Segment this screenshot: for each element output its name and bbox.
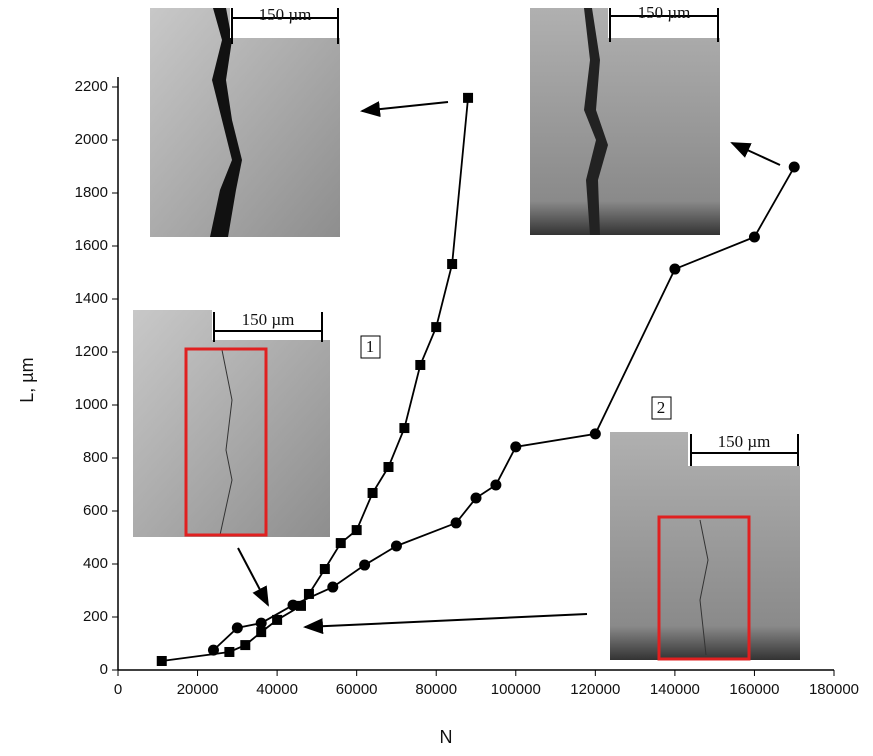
point (295, 600, 306, 611)
point (231, 622, 243, 634)
x-tick-label: 140000 (650, 681, 700, 698)
point (447, 259, 458, 270)
x-tick-label: 80000 (415, 681, 457, 698)
point (415, 359, 426, 370)
scale-label: 150 µm (638, 3, 691, 22)
y-axis-title: L, µm (17, 357, 37, 402)
scale-label: 150 µm (259, 5, 312, 24)
point (272, 614, 283, 625)
point (450, 517, 462, 529)
x-tick-label: 40000 (256, 681, 298, 698)
inset-a: 150 µm (150, 5, 340, 237)
point (256, 627, 267, 638)
series-label: 2 (657, 398, 666, 417)
x-tick-label: 120000 (570, 681, 620, 698)
y-tick-label: 1600 (75, 237, 108, 254)
y-tick-label: 600 (83, 502, 108, 519)
point (303, 588, 314, 599)
y-tick-label: 200 (83, 608, 108, 625)
inset-d: 150 µm (610, 432, 800, 661)
point (589, 428, 601, 440)
point (255, 617, 267, 629)
arrows (237, 101, 781, 635)
point (390, 540, 402, 552)
inset-c: 150 µm (133, 310, 330, 537)
point (383, 462, 394, 473)
y-tick-label: 1200 (75, 343, 108, 360)
point (510, 441, 522, 453)
point (335, 538, 346, 549)
x-tick-label: 100000 (491, 681, 541, 698)
point (788, 161, 800, 173)
point (431, 322, 442, 333)
point (240, 640, 251, 651)
point (287, 599, 299, 611)
y-tick-label: 400 (83, 555, 108, 572)
series-labels: 1 2 (360, 335, 672, 420)
y-tick-label: 0 (100, 661, 108, 678)
y-tick-label: 1800 (75, 184, 108, 201)
point (748, 231, 760, 243)
y-tick-label: 2200 (75, 78, 108, 95)
x-tick-label: 180000 (809, 681, 859, 698)
point (156, 655, 167, 666)
point (224, 646, 235, 657)
inset-b: 150 µm (530, 3, 720, 235)
y-tick-label: 1000 (75, 396, 108, 413)
x-tick-label: 160000 (729, 681, 779, 698)
y-tick-label: 800 (83, 449, 108, 466)
scale-label: 150 µm (242, 310, 295, 329)
x-axis-title: N (440, 727, 453, 747)
x-tick-label: 20000 (177, 681, 219, 698)
point (327, 581, 339, 593)
point (319, 564, 330, 575)
scale-label: 150 µm (718, 432, 771, 451)
point (207, 644, 219, 656)
x-tick-label: 0 (114, 681, 122, 698)
y-tick-label: 1400 (75, 290, 108, 307)
series-label: 1 (366, 337, 375, 356)
point (367, 487, 378, 498)
point (351, 525, 362, 536)
point (490, 479, 502, 491)
point (470, 492, 482, 504)
x-tick-label: 60000 (336, 681, 378, 698)
point (463, 92, 474, 103)
point (359, 559, 371, 571)
y-tick-label: 2000 (75, 131, 108, 148)
point (399, 423, 410, 434)
point (669, 263, 681, 275)
